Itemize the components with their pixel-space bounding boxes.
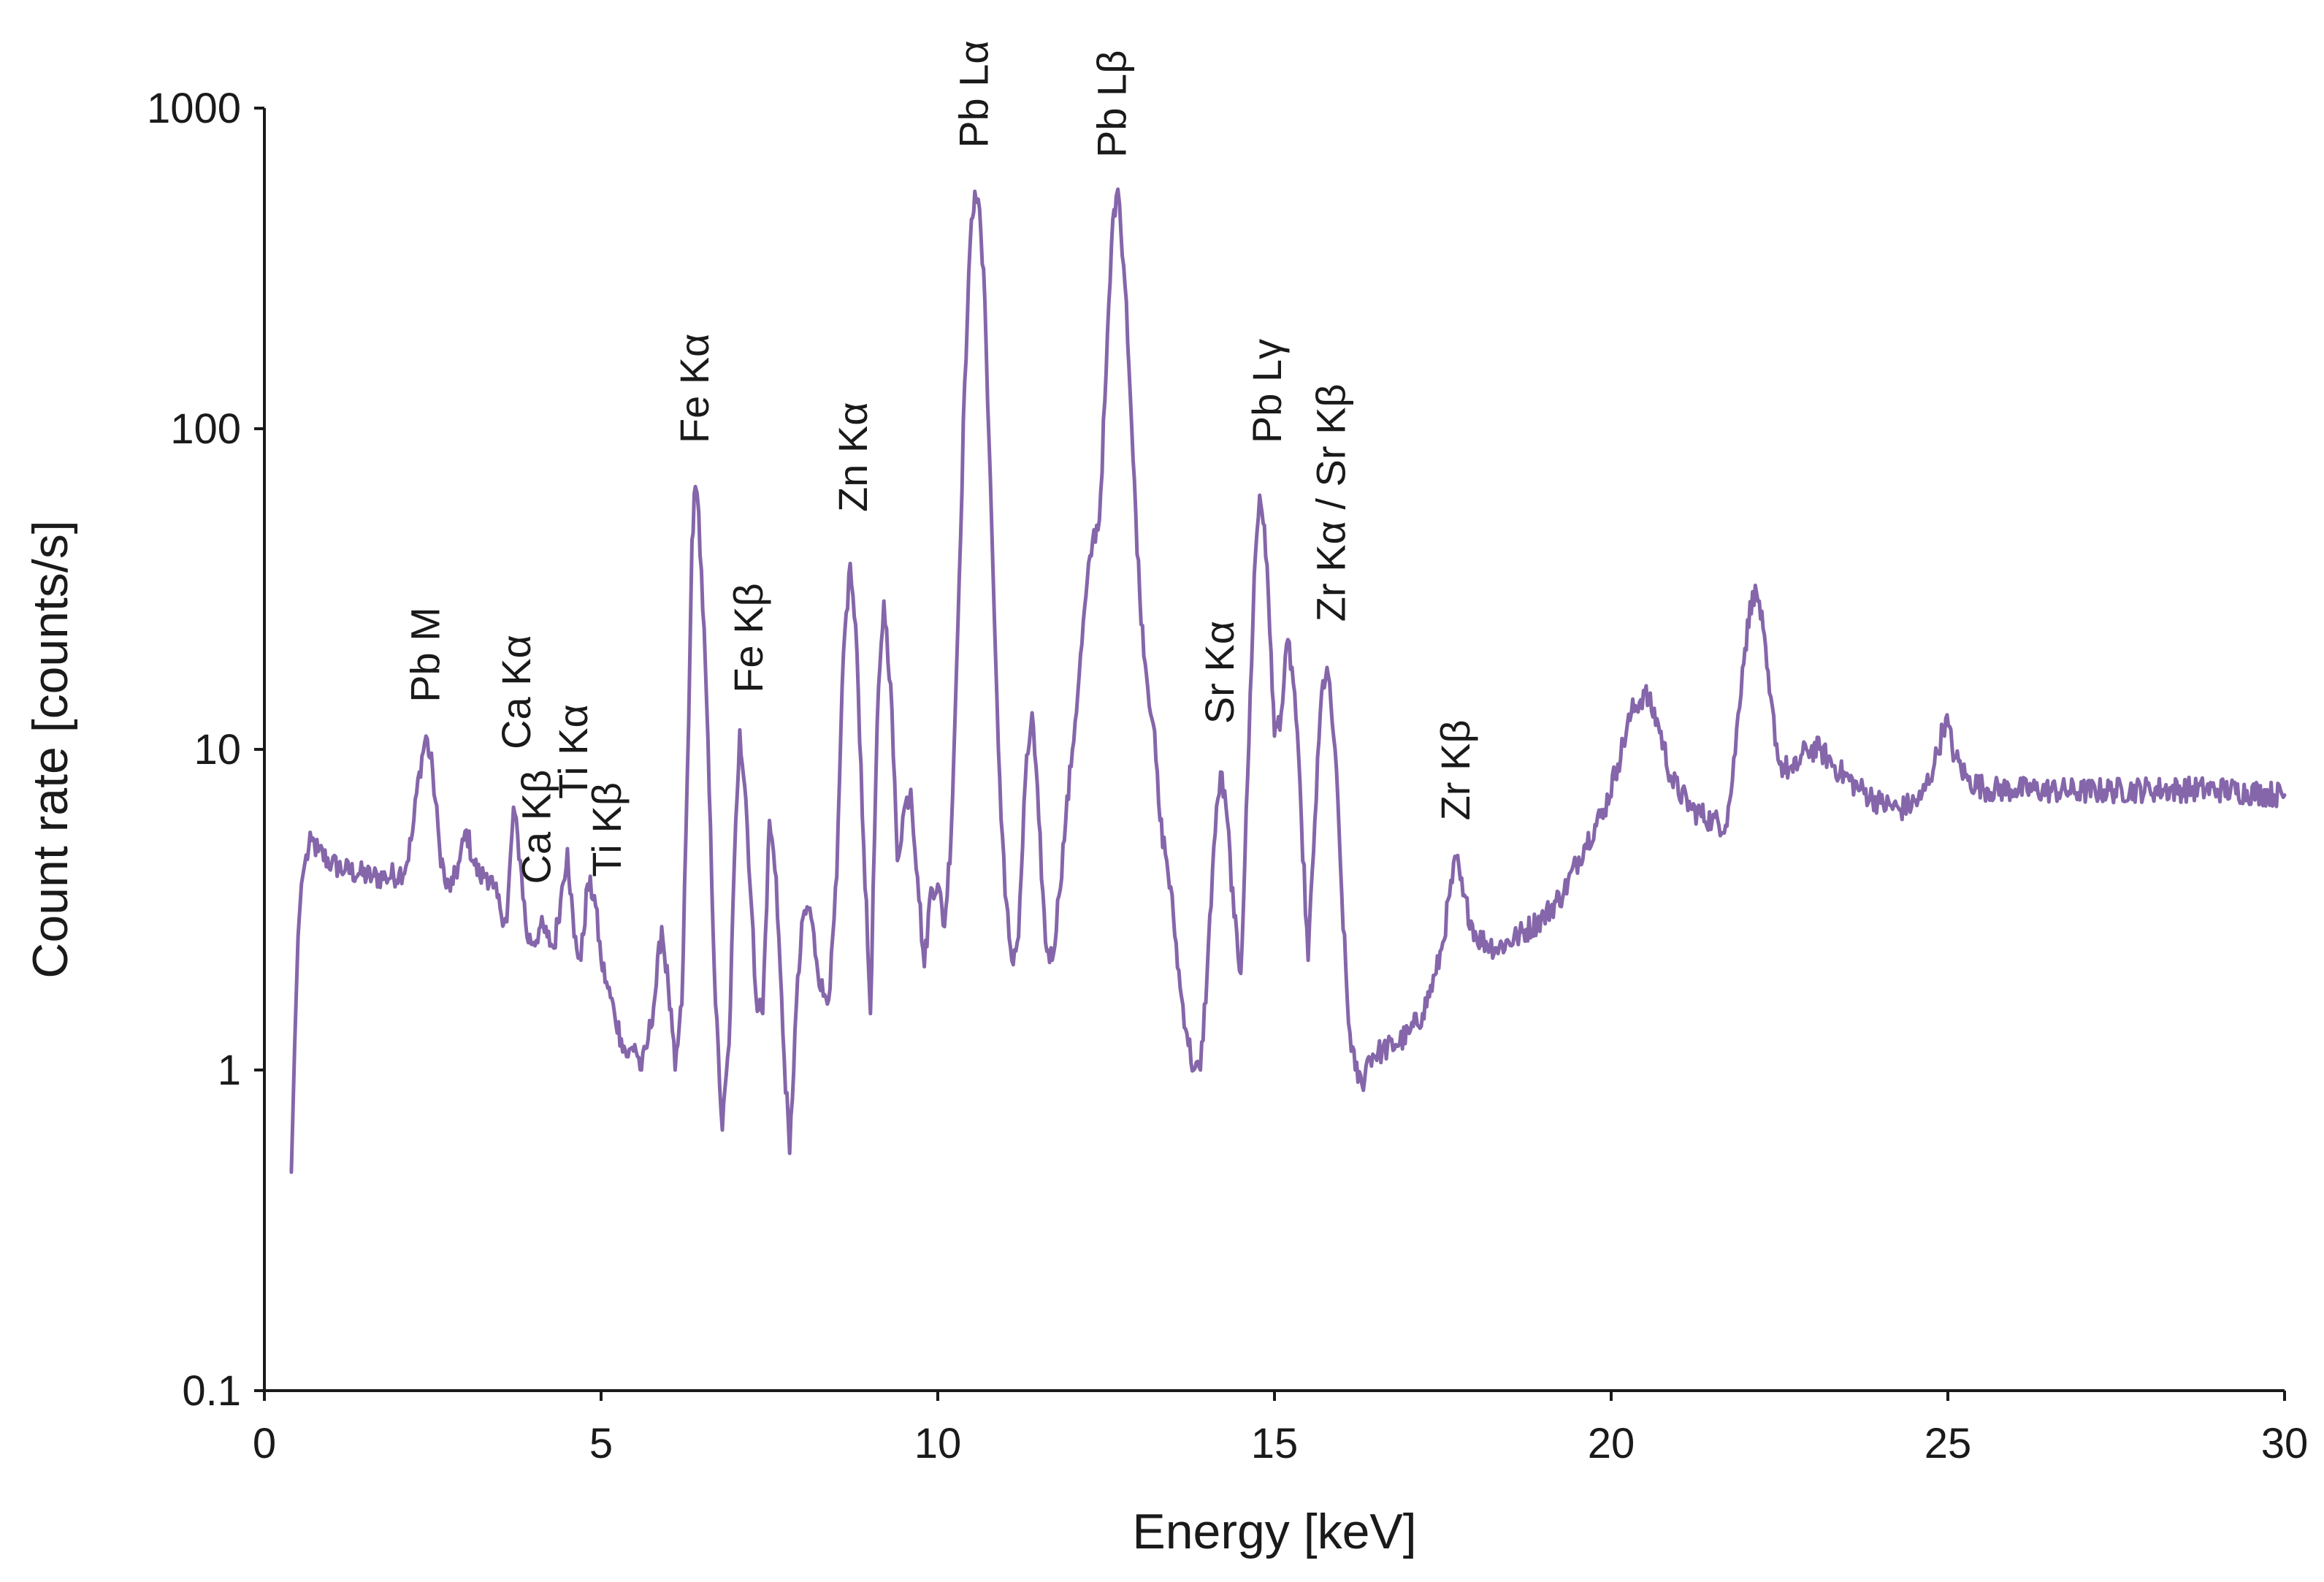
x-tick-label: 15 <box>1251 1420 1299 1467</box>
peak-label: Sr Kα <box>1196 621 1242 724</box>
axes: 0 5 10 15 20 25 30 0.1 1 10 100 1000 <box>147 85 2308 1467</box>
y-tick-label: 1000 <box>147 85 241 132</box>
x-tick-label: 20 <box>1588 1420 1635 1467</box>
peak-label: Zr Kα / Sr Kβ <box>1307 383 1353 622</box>
x-tick-label: 10 <box>914 1420 962 1467</box>
peak-label: Ca Kα <box>493 635 539 749</box>
peak-label: Fe Kβ <box>725 583 771 692</box>
peak-label: Pb M <box>402 607 448 703</box>
peak-label: Zr Kβ <box>1432 719 1478 820</box>
x-tick-label: 0 <box>253 1420 276 1467</box>
peak-label: Ti Kα <box>550 704 596 799</box>
spectrum-line <box>289 187 2287 1174</box>
peak-label: Ca Kβ <box>513 770 559 884</box>
x-tick-label: 30 <box>2261 1420 2309 1467</box>
x-axis-title: Energy [keV] <box>1132 1504 1416 1559</box>
y-tick-label: 100 <box>170 405 241 453</box>
y-axis-title: Count rate [counts/s] <box>23 520 78 978</box>
peak-label: Ti Kβ <box>584 782 630 877</box>
y-tick-label: 10 <box>194 726 241 773</box>
peak-label: Pb Lγ <box>1244 339 1290 443</box>
y-tick-label: 1 <box>218 1047 241 1094</box>
peak-label: Zn Kα <box>830 402 876 512</box>
peak-label: Pb Lβ <box>1089 50 1135 158</box>
series-layer <box>289 187 2287 1174</box>
peak-label: Pb Lα <box>951 40 997 148</box>
x-tick-label: 25 <box>1924 1420 1972 1467</box>
y-tick-label: 0.1 <box>182 1367 241 1415</box>
peak-label: Fe Kα <box>671 333 717 443</box>
x-tick-label: 5 <box>589 1420 613 1467</box>
